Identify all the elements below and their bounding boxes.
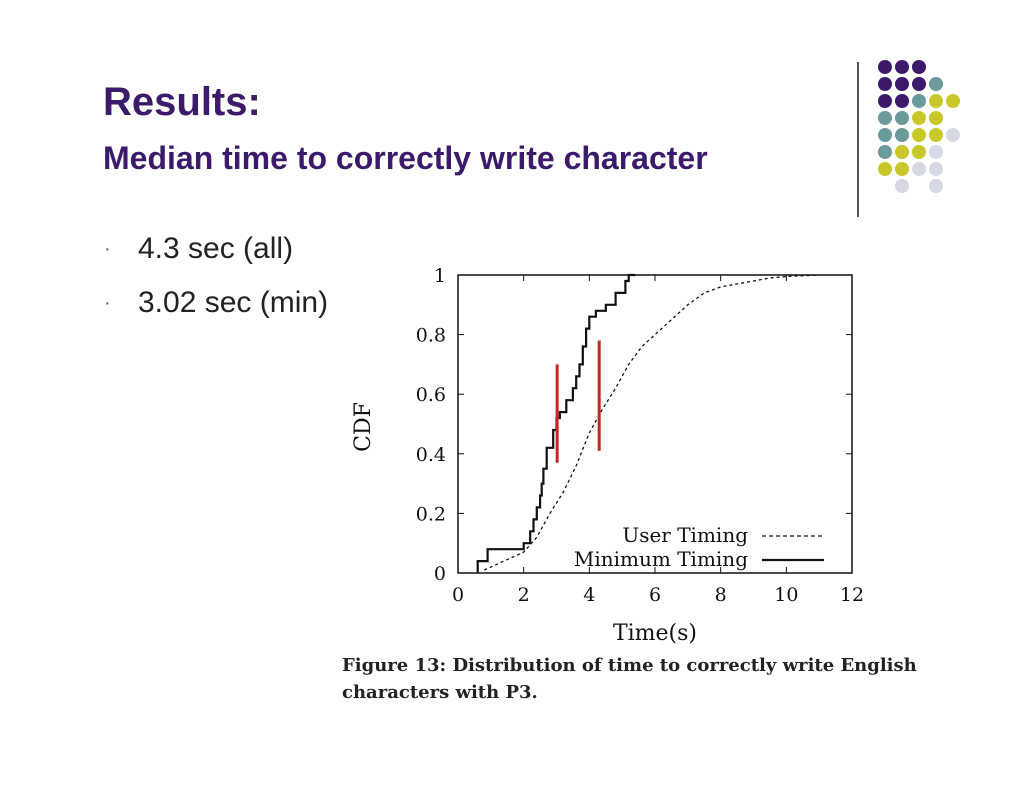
decorative-dot (929, 128, 943, 142)
y-tick-label: 0.2 (416, 503, 446, 525)
decorative-dot (929, 179, 943, 193)
slide-title: Results: (103, 80, 261, 124)
caption-line-2: characters with P3. (342, 682, 538, 703)
bullet-text: 3.02 sec (min) (138, 286, 329, 319)
cdf-chart: 0 2 4 6 8 10 12 0 0.2 0.4 0.6 0.8 1 Time(s) CDF User… (351, 265, 864, 646)
y-tick-label: 0.4 (416, 444, 446, 466)
decorative-dot (878, 77, 892, 91)
decorative-dot (912, 162, 926, 176)
y-tick-label: 0 (434, 563, 446, 585)
decorative-dot (878, 111, 892, 125)
bullet-list: · 4.3 sec (all) · 3.02 sec (min) (100, 226, 328, 334)
decorative-dot (912, 145, 926, 159)
decorative-dot (878, 162, 892, 176)
x-axis-title: Time(s) (613, 621, 697, 646)
decorative-dot (895, 60, 909, 74)
decorative-divider (857, 62, 859, 217)
decorative-dot (929, 162, 943, 176)
decorative-dot (912, 77, 926, 91)
x-tick-label: 8 (715, 584, 727, 606)
bullet-all: · 4.3 sec (all) (100, 226, 328, 280)
x-tick-label: 4 (583, 584, 595, 606)
figure-caption: Figure 13: Distribution of time to corre… (342, 652, 942, 706)
chart-series (476, 273, 820, 573)
decorative-dot (912, 60, 926, 74)
bullet-icon: · (104, 238, 111, 260)
user-timing-line (484, 274, 820, 571)
decorative-dot (929, 94, 943, 108)
decorative-dot (929, 111, 943, 125)
decorative-dot (912, 128, 926, 142)
decorative-dot (895, 77, 909, 91)
decorative-dot (895, 145, 909, 159)
decorative-dot (878, 94, 892, 108)
y-axis-title: CDF (351, 402, 376, 452)
decorative-dot (895, 94, 909, 108)
caption-line-1: Figure 13: Distribution of time to corre… (342, 655, 917, 676)
decorative-dot (912, 94, 926, 108)
x-tick-label: 10 (774, 584, 798, 606)
y-tick-label: 1 (434, 265, 446, 287)
decorative-dot (878, 145, 892, 159)
y-tick-label: 0.6 (416, 384, 446, 406)
bullet-min: · 3.02 sec (min) (100, 280, 328, 334)
x-tick-label: 0 (452, 584, 464, 606)
decorative-dot (929, 145, 943, 159)
bullet-icon: · (104, 292, 111, 314)
decorative-dot (895, 179, 909, 193)
chart-markers (555, 340, 601, 463)
decorative-dot (929, 77, 943, 91)
decorative-dot (895, 128, 909, 142)
minimum-timing-line (476, 273, 636, 573)
decorative-dot (878, 60, 892, 74)
legend-label: Minimum Timing (574, 547, 748, 571)
y-tick-label: 0.8 (416, 325, 446, 347)
legend-label: User Timing (622, 523, 748, 547)
x-tick-label: 2 (518, 584, 530, 606)
x-tick-label: 12 (840, 584, 864, 606)
bullet-text: 4.3 sec (all) (138, 232, 294, 265)
slide-subtitle: Median time to correctly write character (103, 140, 708, 176)
decorative-dot (895, 162, 909, 176)
decorative-dot (912, 111, 926, 125)
decorative-dot (946, 128, 960, 142)
decorative-dot-grid (870, 56, 970, 206)
decorative-dot (946, 94, 960, 108)
x-tick-label: 6 (649, 584, 661, 606)
decorative-dot (878, 128, 892, 142)
decorative-dot (895, 111, 909, 125)
chart-axes: 0 2 4 6 8 10 12 0 0.2 0.4 0.6 0.8 1 (416, 265, 864, 606)
